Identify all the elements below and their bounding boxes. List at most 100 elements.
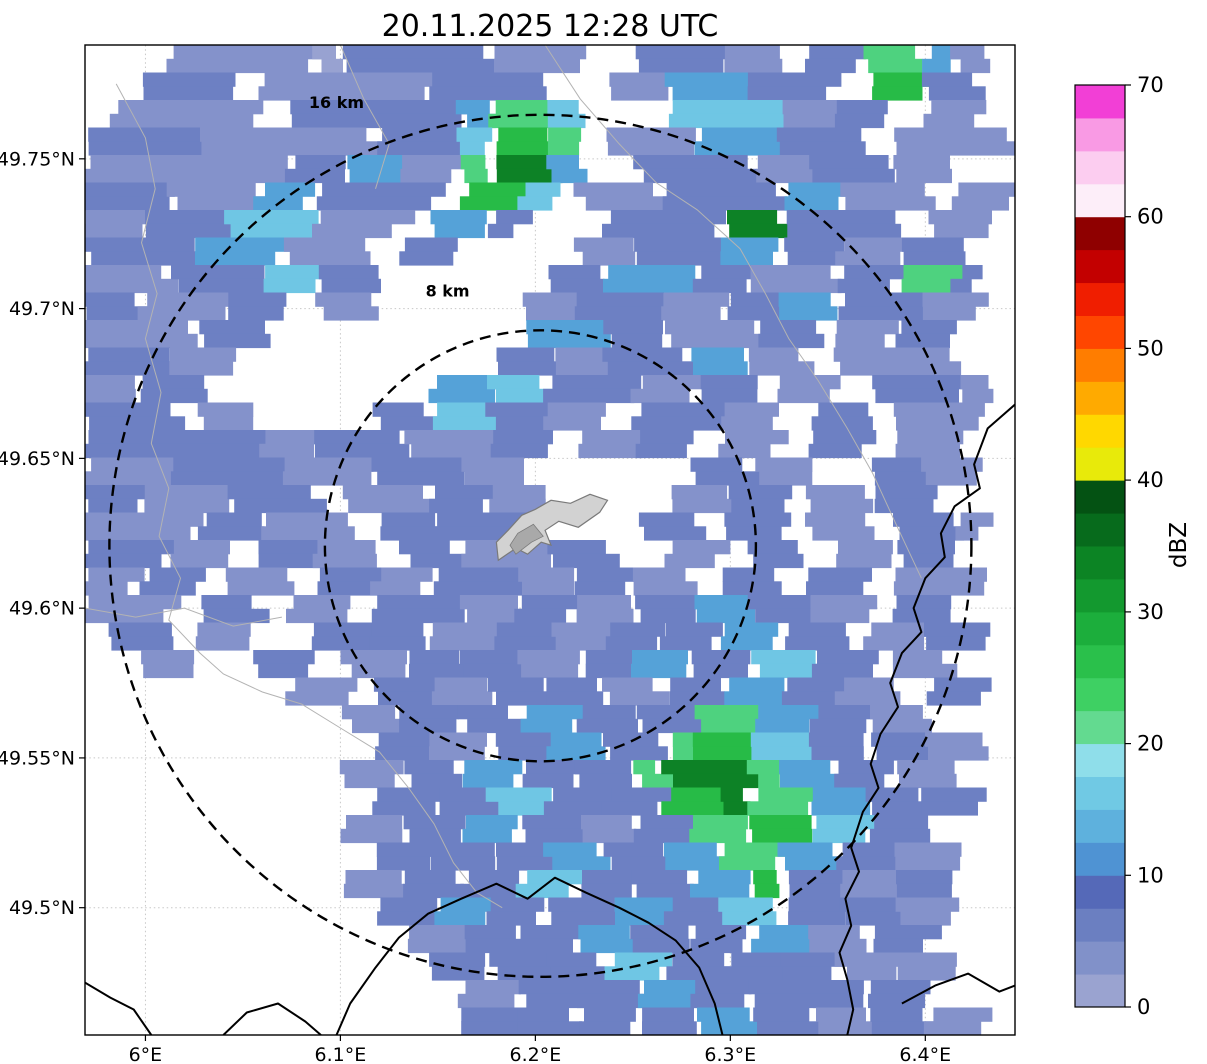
radar-bin: [870, 705, 923, 720]
radar-bin: [729, 677, 785, 692]
radar-bin: [457, 993, 515, 1009]
colorbar-band: [1075, 315, 1125, 349]
radar-bin: [896, 141, 1015, 156]
radar-bin: [317, 581, 380, 596]
colorbar: 0 10 20 30 40 50 60 70: [1074, 73, 1164, 1019]
radar-bin: [526, 320, 609, 335]
radar-bin: [464, 471, 524, 486]
radar-bin: [578, 925, 630, 940]
radar-bin: [893, 581, 985, 596]
radar-bin: [347, 155, 412, 170]
radar-bin: [844, 237, 906, 252]
radar-bin: [834, 691, 901, 706]
radar-bin: [455, 100, 490, 115]
radar-bin: [701, 127, 794, 142]
radar-bin: [145, 223, 233, 239]
radar-bin: [695, 980, 752, 995]
radar-bin: [85, 402, 171, 417]
radar-bin: [777, 388, 830, 404]
radar-bin: [614, 897, 677, 912]
radar-bin: [635, 45, 728, 60]
radar-bin: [349, 168, 401, 184]
radar-bin: [838, 306, 934, 321]
radar-bin: [610, 622, 666, 637]
radar-bin: [345, 870, 402, 885]
radar-bin: [876, 746, 939, 761]
colorbar-band: [1075, 611, 1125, 646]
radar-bin: [690, 993, 745, 1009]
radar-bin: [373, 677, 441, 692]
radar-bin: [177, 196, 269, 211]
radar-bin: [811, 746, 864, 761]
radar-bin: [85, 375, 135, 390]
radar-bin: [517, 196, 553, 211]
radar-bin: [469, 182, 528, 197]
radar-bin: [585, 650, 644, 665]
radar-bin: [547, 141, 580, 156]
radar-bin: [901, 320, 957, 335]
radar-bin: [692, 732, 752, 747]
radar-bin: [433, 581, 528, 596]
radar-bin: [228, 292, 287, 307]
radar-bin: [747, 540, 798, 555]
radar-bin: [462, 773, 514, 789]
radar-bin: [697, 1007, 750, 1022]
radar-bin: [661, 801, 725, 816]
colorbar-tick-label: 40: [1137, 468, 1164, 492]
radar-bin: [614, 952, 673, 967]
radar-bin: [339, 760, 404, 775]
colorbar-band: [1075, 282, 1125, 316]
radar-bin: [784, 196, 839, 211]
radar-bin: [495, 100, 549, 115]
radar-bin: [88, 498, 138, 514]
radar-bin: [644, 980, 698, 995]
radar-bin: [312, 45, 336, 60]
radar-bin: [579, 1021, 631, 1035]
radar-bin: [434, 677, 488, 692]
radar-bin: [341, 705, 396, 720]
radar-bin: [459, 595, 518, 610]
radar-bin: [924, 622, 991, 637]
radar-bin: [901, 278, 952, 294]
radar-bin: [640, 608, 696, 624]
radar-bin: [573, 182, 653, 197]
radar-bin: [869, 828, 931, 844]
radar-bin: [694, 141, 789, 156]
radar-bin: [671, 333, 761, 349]
radar-bin: [631, 870, 688, 885]
radar-bin: [439, 801, 502, 816]
radar-bin: [550, 732, 602, 747]
radar-bin: [845, 911, 910, 926]
radar-bin: [429, 952, 486, 967]
admin-border-line: [115, 83, 503, 909]
radar-bin: [784, 237, 844, 252]
radar-bin: [266, 512, 348, 527]
radar-bin: [578, 443, 643, 459]
radar-bin: [85, 512, 204, 527]
radar-bin: [459, 141, 485, 156]
range-ring-label-16km: 16 km: [309, 93, 364, 112]
radar-bin: [465, 815, 518, 830]
radar-bin: [668, 113, 784, 129]
radar-bin: [636, 883, 694, 899]
radar-bin: [403, 883, 464, 899]
radar-bin: [780, 952, 844, 967]
radar-bin: [817, 650, 879, 665]
radar-bin: [844, 677, 894, 692]
radar-bin: [896, 168, 952, 184]
radar-bin: [485, 787, 552, 802]
radar-bin: [671, 787, 724, 802]
radar-bin: [718, 443, 771, 459]
radar-bin: [921, 457, 983, 472]
radar-bin: [896, 883, 952, 899]
radar-bin: [525, 182, 561, 197]
radar-bin: [195, 237, 292, 252]
radar-bin: [432, 622, 498, 637]
radar-bin: [960, 375, 989, 390]
radar-bin: [318, 265, 379, 280]
radar-bin: [522, 292, 582, 307]
radar-bin: [311, 636, 372, 651]
radar-bin: [548, 127, 582, 142]
radar-bin: [403, 815, 466, 830]
radar-bin: [370, 581, 421, 596]
